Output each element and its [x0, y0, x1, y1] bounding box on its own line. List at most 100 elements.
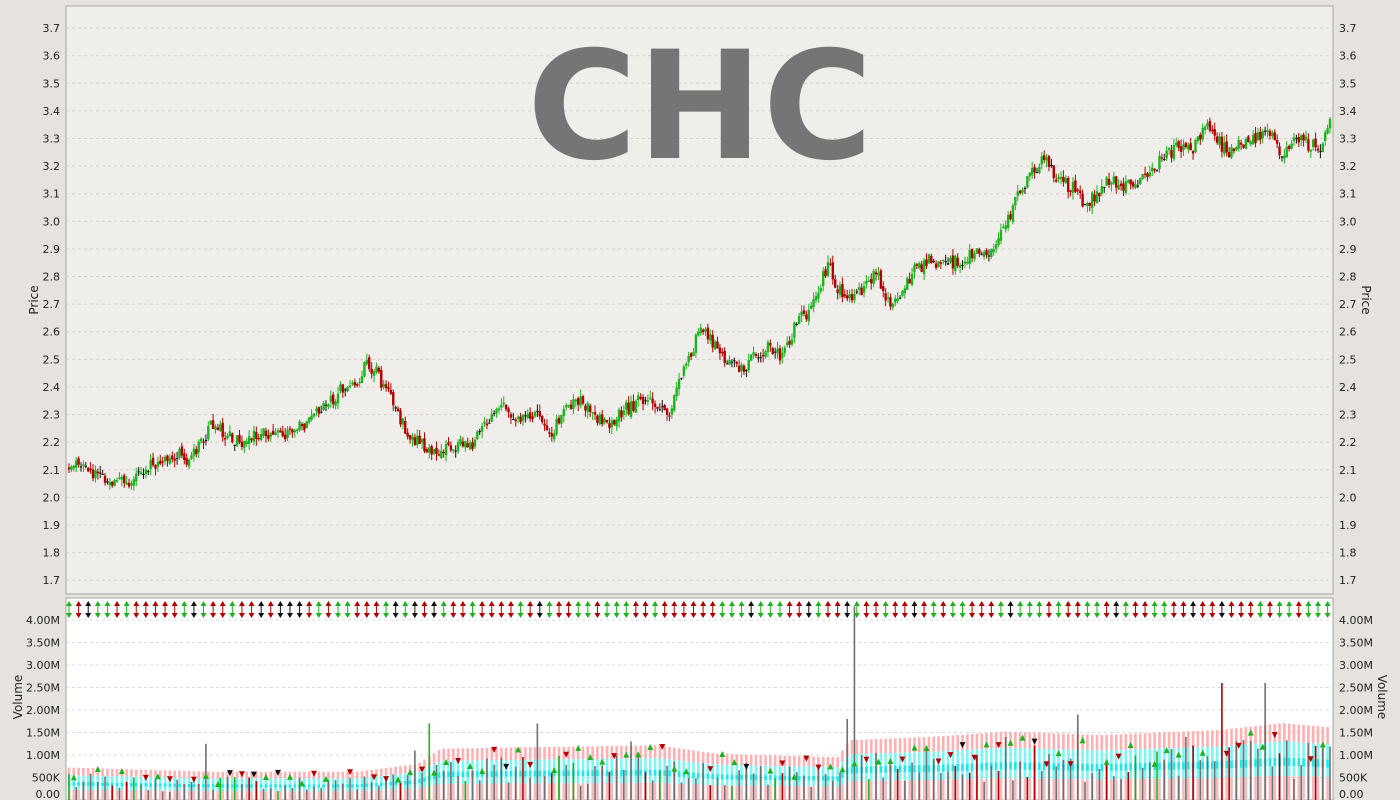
- candle-body: [245, 441, 248, 444]
- candle-body: [1194, 139, 1197, 153]
- volume-band-outer: [231, 771, 234, 779]
- volume-band-base: [408, 788, 412, 800]
- volume-tick-label: 500K: [32, 772, 61, 785]
- volume-band-inner: [1129, 763, 1132, 771]
- candle-body: [545, 425, 549, 430]
- volume-band-outer: [317, 771, 321, 779]
- candle-body: [497, 408, 501, 410]
- candle-body: [1100, 186, 1104, 194]
- volume-band-outer: [562, 746, 566, 760]
- candle-body: [1009, 214, 1012, 220]
- candle-body: [202, 441, 205, 443]
- candle-body: [613, 420, 616, 425]
- volume-band-outer: [1191, 731, 1195, 748]
- signal-arrow-up: [728, 601, 735, 606]
- volume-band-inner: [336, 784, 340, 788]
- volume-band-outer: [1129, 733, 1132, 750]
- volume-band-inner: [322, 784, 325, 788]
- volume-band-outer: [1148, 732, 1152, 749]
- volume-band-inner: [1259, 758, 1262, 767]
- volume-band-inner: [1177, 762, 1180, 770]
- volume-band-outer: [82, 767, 85, 776]
- volume-band-base: [639, 782, 642, 800]
- candle-body: [435, 447, 438, 455]
- volume-band-outer: [106, 768, 109, 777]
- candle-body: [1215, 136, 1219, 143]
- candle-body: [1045, 157, 1048, 161]
- volume-band-inner: [1254, 759, 1257, 767]
- volume-band-base: [130, 790, 133, 800]
- signal-arrow-up: [834, 601, 841, 606]
- candle-body: [834, 279, 837, 288]
- volume-band-base: [365, 790, 369, 800]
- signal-arrow-up: [1161, 601, 1168, 606]
- candle-body: [444, 444, 448, 455]
- marker-up: [587, 754, 594, 761]
- candle-body: [147, 471, 150, 473]
- volume-band-inner: [86, 782, 90, 786]
- volume-band-inner: [187, 784, 191, 788]
- signal-arrow-up: [988, 601, 995, 606]
- volume-band-inner: [639, 769, 642, 776]
- candle-body: [1047, 155, 1051, 167]
- candle-body: [742, 365, 746, 372]
- volume-band-outer: [197, 771, 201, 779]
- candle-body: [906, 277, 909, 290]
- candle-body: [778, 348, 782, 361]
- candle-body: [106, 481, 109, 483]
- marker-up: [839, 766, 846, 773]
- candle-body: [315, 408, 318, 412]
- marker-up: [118, 768, 125, 775]
- candle-body: [747, 360, 750, 370]
- candle-body: [937, 261, 940, 267]
- candle-body: [773, 351, 777, 353]
- candle-body: [1033, 167, 1036, 173]
- marker-down: [419, 766, 426, 773]
- volume-band-inner: [408, 780, 412, 785]
- volume-band-outer: [452, 748, 455, 761]
- signal-arrow-up: [66, 601, 72, 606]
- candle-body: [1026, 176, 1029, 188]
- volume-band-inner: [1211, 761, 1214, 769]
- marker-up: [875, 758, 882, 765]
- candle-body: [605, 420, 609, 423]
- signal-arrow-down: [421, 613, 428, 618]
- candle-body: [985, 250, 988, 256]
- volume-gridlines: [66, 619, 1333, 778]
- candle-body: [632, 401, 635, 411]
- signal-arrow-down: [1190, 613, 1197, 618]
- signal-arrow-up: [719, 601, 726, 606]
- volume-band-outer: [274, 771, 277, 779]
- candle-body: [190, 455, 193, 460]
- candle-body: [123, 475, 126, 484]
- signal-arrow-up: [229, 601, 236, 606]
- signal-arrow-up: [296, 601, 303, 606]
- candle-body: [629, 401, 633, 417]
- volume-band-base: [504, 783, 508, 800]
- candle-body: [790, 339, 794, 345]
- volume-band-base: [562, 783, 566, 800]
- volume-band-outer: [1047, 733, 1051, 749]
- volume-band-base: [711, 785, 715, 800]
- volume-band-outer: [850, 740, 854, 755]
- volume-band-outer: [677, 748, 681, 761]
- signal-arrow-down: [431, 613, 438, 618]
- candle-body: [915, 264, 919, 266]
- volume-tick-label: 0.00: [1339, 788, 1364, 800]
- marker-down: [1235, 742, 1242, 749]
- volume-band-base: [605, 782, 609, 800]
- volume-band-base: [178, 790, 181, 800]
- volume-band-base: [812, 786, 815, 800]
- volume-band-inner: [735, 774, 739, 780]
- volume-band-inner: [120, 782, 124, 787]
- marker-up: [551, 767, 558, 774]
- candle-body: [286, 429, 289, 438]
- volume-band-inner: [504, 771, 508, 777]
- candle-body: [903, 288, 907, 294]
- volume-band-inner: [115, 782, 119, 787]
- volume-band-base: [452, 783, 455, 800]
- signal-arrow-down: [517, 613, 524, 618]
- volume-band-inner: [375, 783, 378, 787]
- signal-arrow-down: [335, 613, 342, 618]
- price-tick-label: 2.0: [43, 491, 61, 504]
